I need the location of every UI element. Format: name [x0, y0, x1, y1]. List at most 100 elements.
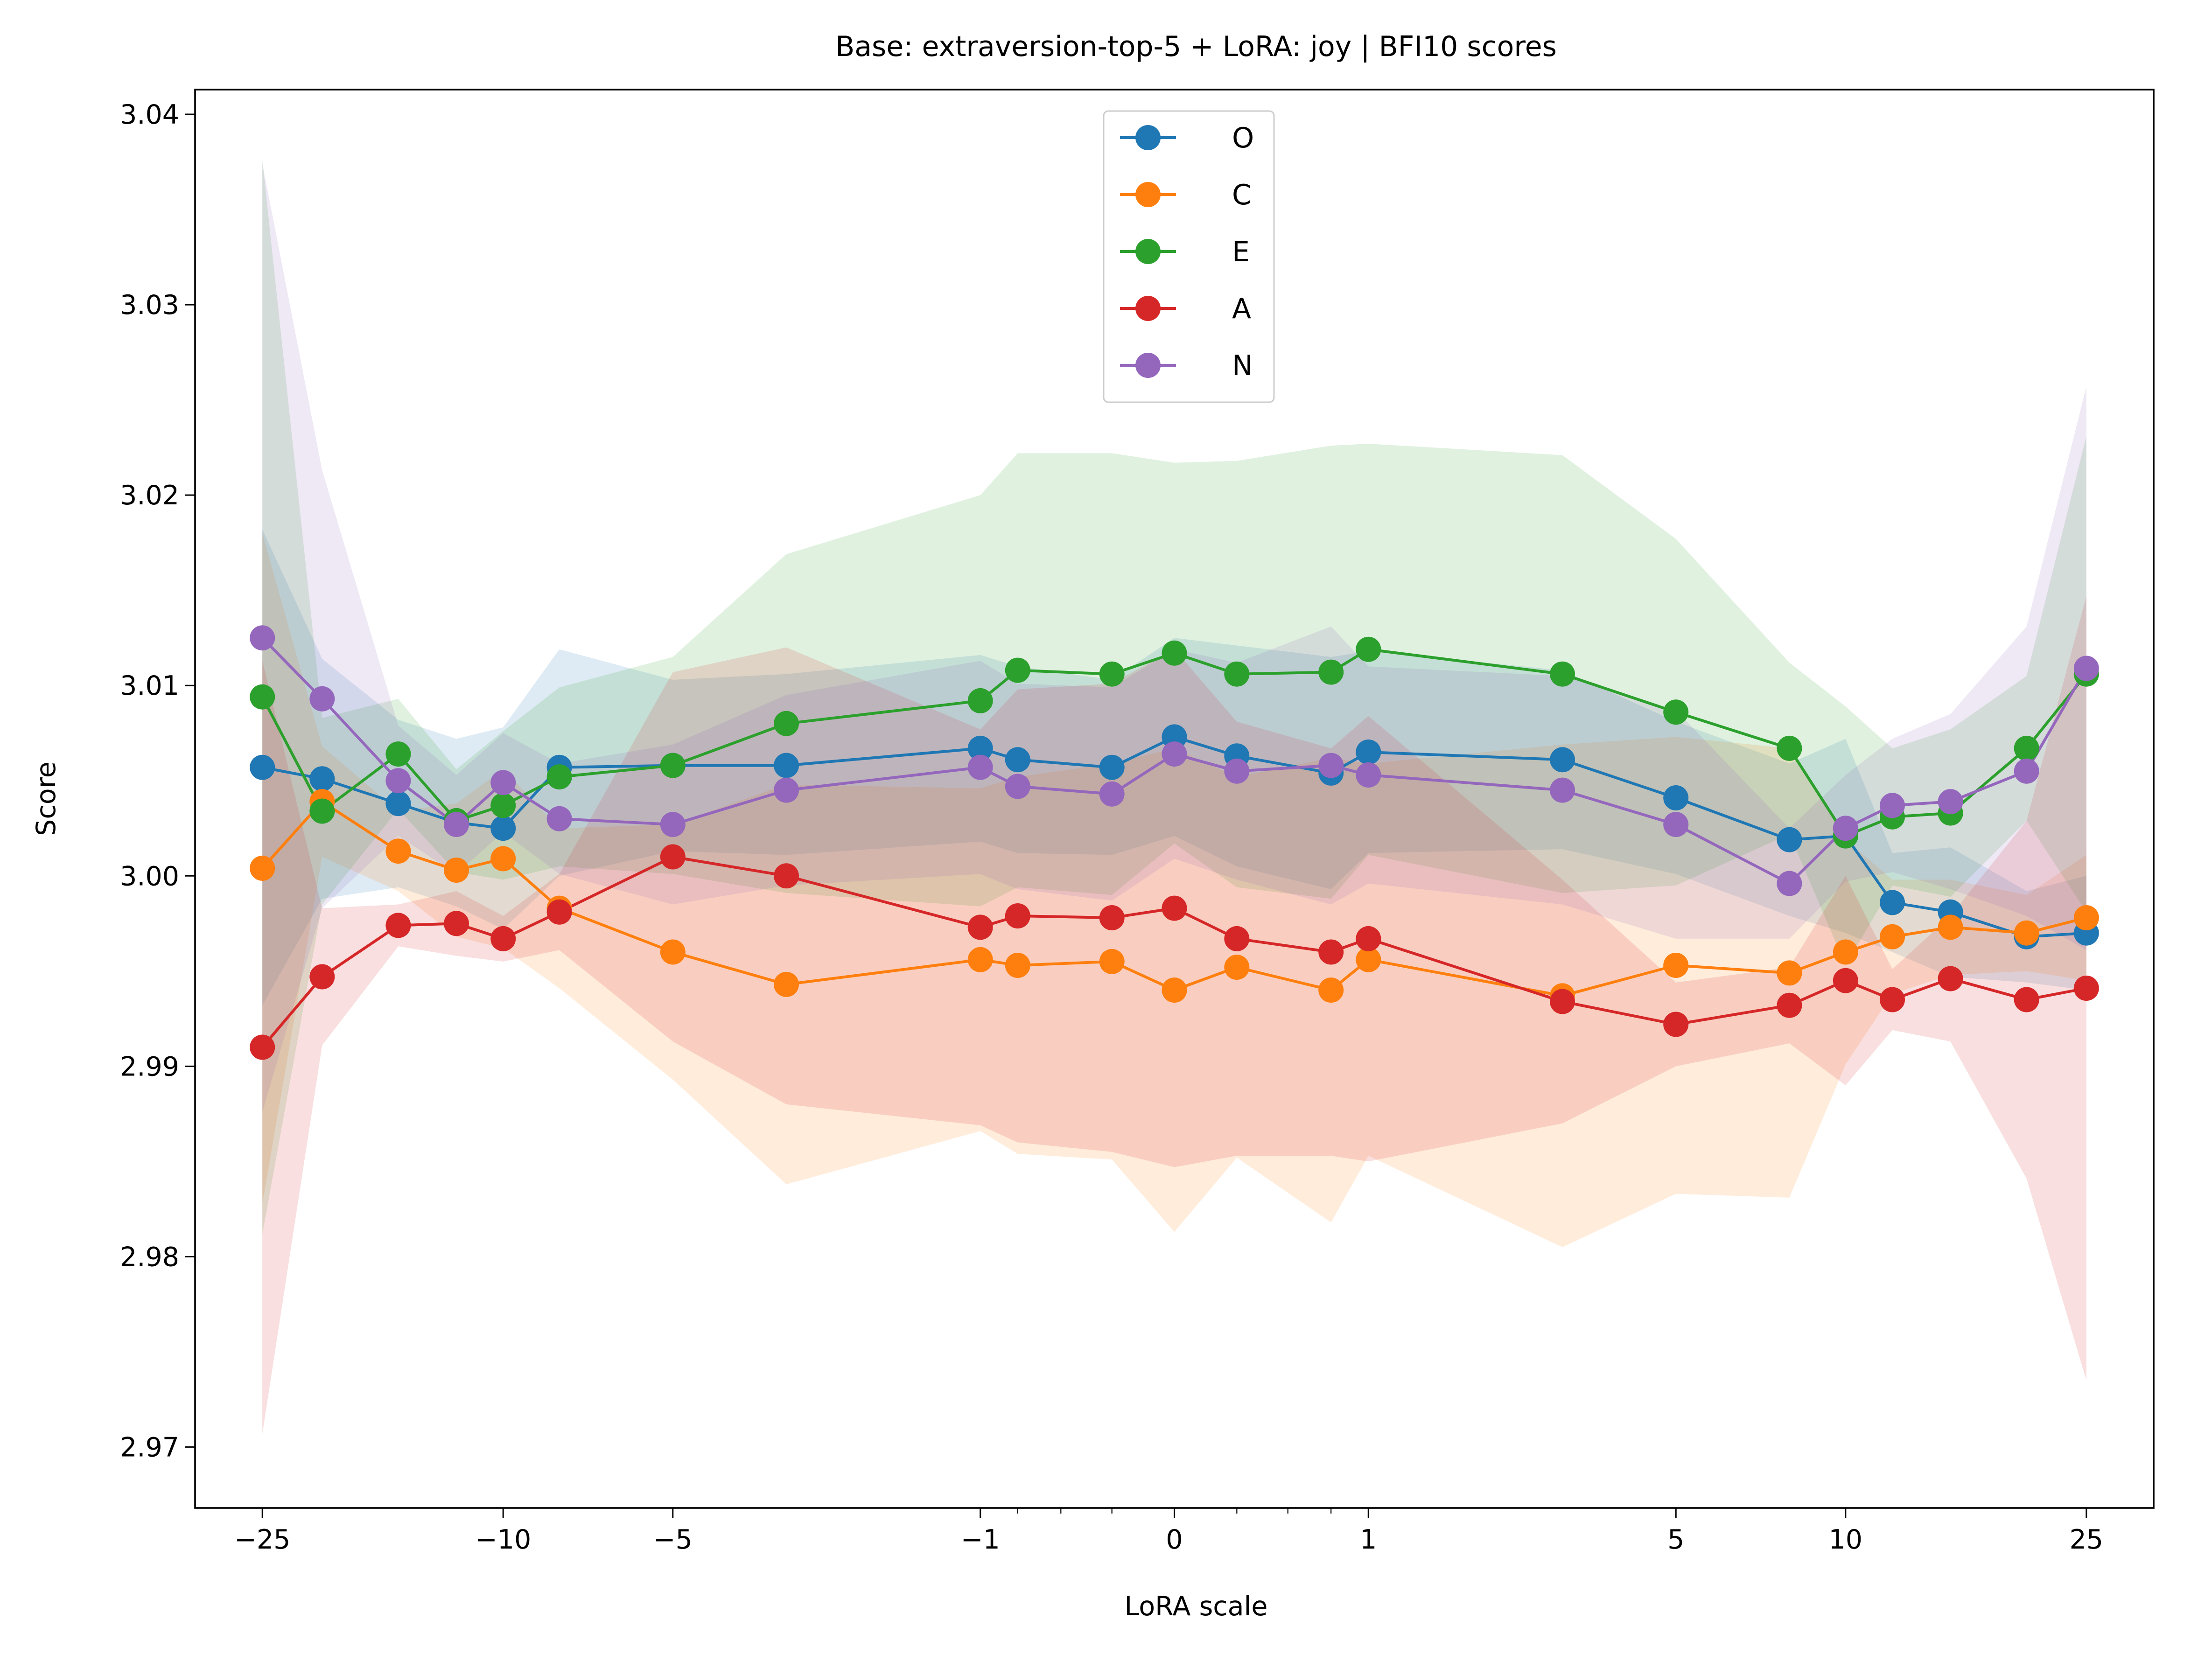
point-o [774, 753, 799, 778]
legend-label-n: N [1232, 349, 1253, 382]
point-e [967, 688, 993, 713]
point-e [1005, 657, 1030, 683]
x-tick-label: 1 [1360, 1524, 1377, 1555]
point-a [1663, 1012, 1689, 1037]
point-e [546, 764, 572, 790]
x-tick-label: −10 [475, 1524, 531, 1555]
point-c [660, 939, 686, 965]
point-e [1550, 661, 1575, 687]
band-o [262, 529, 2086, 1005]
point-a [444, 911, 469, 936]
x-tick-label: −1 [961, 1524, 1000, 1555]
point-o [1356, 740, 1381, 765]
x-tick-label: −5 [653, 1524, 693, 1555]
legend-label-a: A [1232, 293, 1251, 325]
band-e [262, 160, 2086, 1234]
point-a [1356, 926, 1381, 951]
point-n [1663, 812, 1689, 837]
point-a [2014, 987, 2039, 1012]
point-n [309, 686, 335, 712]
point-c [490, 846, 516, 872]
x-axis: −25 −10 −5 −1 0 1 5 10 25 [234, 1508, 2103, 1555]
y-tick-label: 2.99 [120, 1051, 179, 1082]
point-a [1005, 903, 1030, 928]
point-a [1880, 987, 1905, 1012]
band-c [262, 533, 2086, 1247]
point-c [1318, 977, 1344, 1003]
point-c [774, 971, 799, 997]
point-e [1663, 699, 1689, 725]
point-n [1318, 753, 1344, 778]
point-o [967, 735, 993, 761]
y-tick-label: 3.01 [120, 670, 179, 701]
point-c [967, 947, 993, 972]
point-c [1356, 947, 1381, 972]
band-a [262, 596, 2086, 1434]
point-o [1550, 747, 1575, 773]
point-e [385, 741, 411, 767]
y-axis-label: Score [31, 761, 62, 836]
point-a [1777, 992, 1802, 1018]
y-tick-label: 3.03 [120, 290, 179, 321]
point-c [1162, 977, 1187, 1003]
y-tick-label: 2.98 [120, 1242, 179, 1272]
point-n [1777, 871, 1802, 896]
point-n [1224, 758, 1250, 784]
x-axis-label: LoRA scale [1125, 1591, 1268, 1622]
point-a [546, 899, 572, 925]
point-c [1224, 955, 1250, 980]
chart-title: Base: extraversion-top-5 + LoRA: joy | B… [835, 30, 1557, 63]
point-o [1005, 747, 1030, 773]
point-n [1880, 793, 1905, 818]
point-a [1938, 966, 1963, 991]
legend-label-c: C [1232, 179, 1252, 211]
point-n [774, 777, 799, 803]
band-n [262, 164, 2086, 1112]
legend-marker-a [1135, 296, 1161, 321]
point-c [385, 838, 411, 864]
x-tick-label: −25 [234, 1524, 290, 1555]
point-c [1777, 960, 1802, 986]
point-o [385, 791, 411, 817]
point-c [1005, 953, 1030, 978]
legend-label-o: O [1232, 122, 1254, 154]
point-o [250, 754, 275, 780]
point-n [660, 812, 686, 837]
y-axis: 2.97 2.98 2.99 3.00 3.01 3.02 3.03 3.04 [120, 99, 195, 1463]
point-o [309, 766, 335, 792]
point-n [2073, 656, 2099, 681]
point-n [2014, 758, 2039, 784]
point-a [1550, 989, 1575, 1014]
point-c [444, 858, 469, 883]
y-tick-label: 3.02 [120, 480, 179, 511]
point-c [2073, 905, 2099, 930]
point-e [250, 684, 275, 710]
point-e [1162, 640, 1187, 666]
point-a [967, 914, 993, 940]
point-e [774, 711, 799, 736]
x-tick-label: 5 [1667, 1524, 1684, 1555]
point-a [309, 964, 335, 990]
point-e [2014, 735, 2039, 761]
point-e [1099, 661, 1125, 687]
point-n [1162, 741, 1187, 767]
point-e [1318, 659, 1344, 685]
point-o [1099, 754, 1125, 780]
point-n [1099, 781, 1125, 807]
legend-marker-o [1135, 125, 1161, 150]
point-c [1880, 924, 1905, 949]
point-n [1938, 789, 1963, 815]
point-n [490, 770, 516, 796]
point-n [1005, 774, 1030, 799]
point-n [444, 812, 469, 837]
point-c [1833, 939, 1858, 965]
point-n [1833, 816, 1858, 841]
legend-label-e: E [1232, 236, 1250, 268]
point-o [490, 816, 516, 841]
legend-marker-c [1135, 182, 1161, 207]
point-e [1777, 735, 1802, 761]
legend-marker-n [1135, 353, 1161, 378]
point-e [1356, 636, 1381, 662]
